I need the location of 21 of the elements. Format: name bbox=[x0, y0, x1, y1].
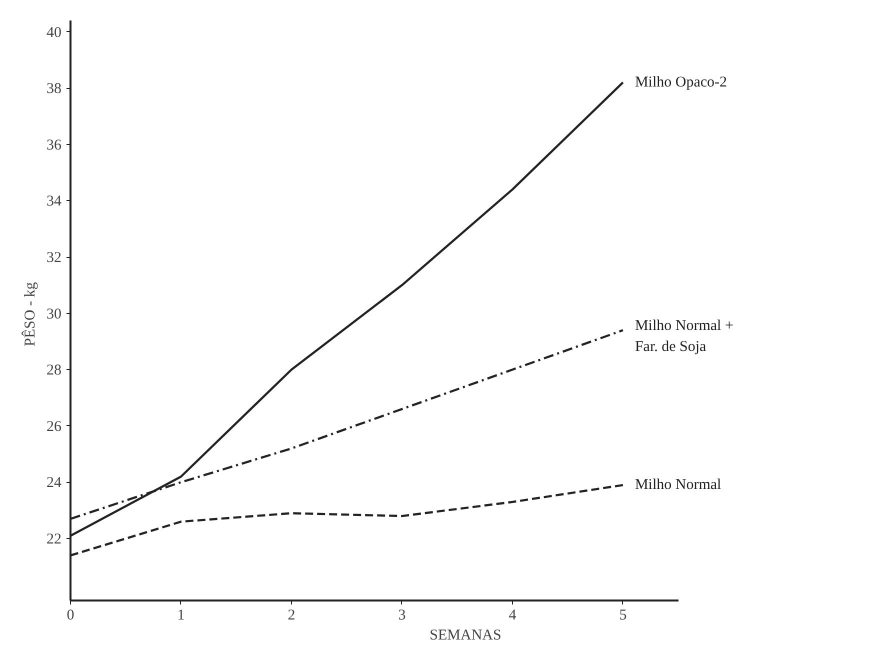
y-tick-label: 38 bbox=[46, 81, 62, 98]
series-label: Milho Normal + Far. de Soja bbox=[634, 318, 734, 356]
y-axis-title: PÊSO - kg bbox=[22, 282, 38, 346]
x-tick-label: 0 bbox=[66, 608, 74, 624]
x-tick-label: 5 bbox=[619, 608, 627, 624]
y-tick-label: 40 bbox=[46, 24, 62, 41]
y-tick-label: 30 bbox=[46, 306, 62, 322]
y-tick-label: 24 bbox=[46, 475, 62, 492]
y-tick-label: 32 bbox=[46, 250, 62, 266]
y-tick-label: 28 bbox=[46, 362, 62, 379]
y-tick-label: 22 bbox=[46, 532, 62, 548]
x-axis-title: SEMANAS bbox=[430, 628, 502, 644]
x-tick-label: 1 bbox=[177, 608, 185, 624]
x-tick-label: 3 bbox=[398, 608, 406, 624]
x-tick-label: 4 bbox=[508, 608, 517, 624]
y-tick-label: 36 bbox=[46, 137, 62, 154]
y-tick-label: 26 bbox=[46, 418, 62, 435]
x-tick-label: 2 bbox=[288, 608, 296, 624]
series-label: Milho Opaco-2 bbox=[634, 74, 728, 90]
y-tick-label: 34 bbox=[46, 194, 62, 210]
series-label: Milho Normal bbox=[634, 477, 722, 494]
